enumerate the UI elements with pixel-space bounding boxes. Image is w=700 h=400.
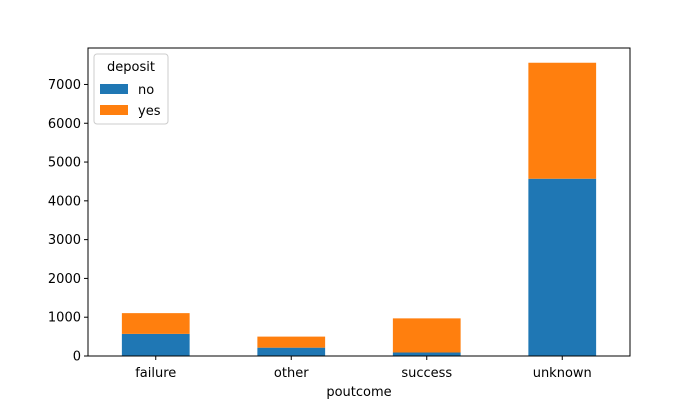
x-tick-label-success: success xyxy=(401,366,452,381)
y-tick-label: 4000 xyxy=(48,194,81,209)
bar-success-no xyxy=(392,352,461,356)
y-tick-label: 5000 xyxy=(48,156,81,171)
x-axis: failure other success unknown xyxy=(135,356,592,381)
bar-other-yes xyxy=(257,336,326,348)
y-tick-label: 7000 xyxy=(48,78,81,93)
bar-other-no xyxy=(257,347,326,356)
legend-label-no: no xyxy=(138,83,154,98)
legend: deposit no yes xyxy=(93,53,169,125)
bar-unknown-no xyxy=(528,178,597,356)
x-tick-label-failure: failure xyxy=(135,366,176,381)
bars-group xyxy=(121,62,597,356)
y-tick-label: 1000 xyxy=(48,311,81,326)
bar-failure-yes xyxy=(121,313,190,334)
y-tick-label: 0 xyxy=(73,350,81,365)
bar-success-yes xyxy=(392,318,461,353)
plot-frame xyxy=(87,47,631,357)
y-tick-label: 2000 xyxy=(48,272,81,287)
y-tick-label: 6000 xyxy=(48,117,81,132)
legend-swatch-no xyxy=(100,84,128,94)
legend-title: deposit xyxy=(107,60,155,75)
legend-label-yes: yes xyxy=(138,104,161,119)
x-tick-label-other: other xyxy=(274,366,309,381)
legend-swatch-yes xyxy=(100,105,128,115)
x-tick-label-unknown: unknown xyxy=(533,366,592,381)
x-axis-label: poutcome xyxy=(326,385,391,400)
bar-failure-no xyxy=(121,333,190,356)
bar-unknown-yes xyxy=(528,62,597,179)
y-axis: 0 1000 2000 3000 4000 5000 6000 7000 xyxy=(48,78,88,365)
legend-items: no yes xyxy=(100,83,161,119)
y-tick-label: 3000 xyxy=(48,233,81,248)
